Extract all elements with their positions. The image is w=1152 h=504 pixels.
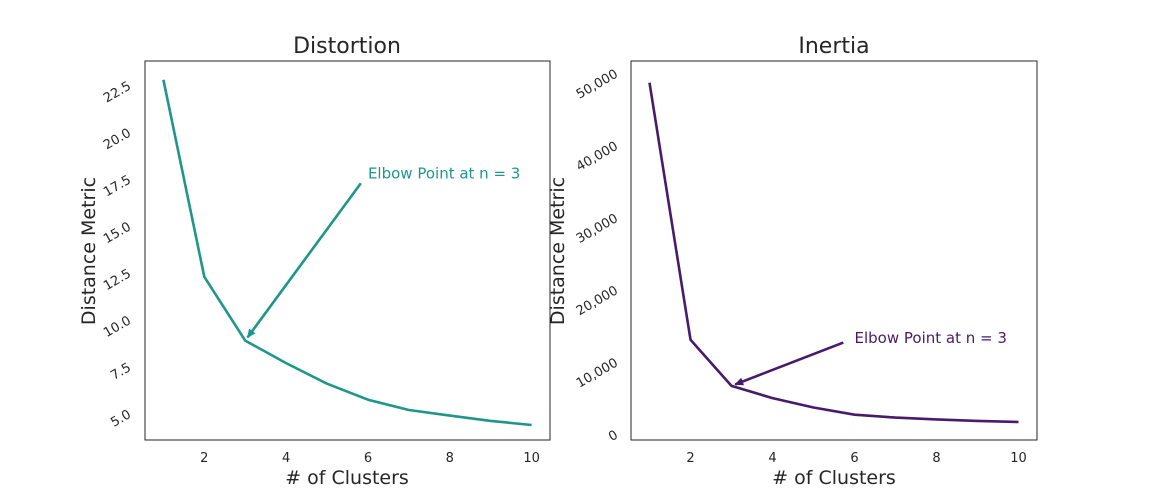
y-tick-label: 10.0 bbox=[101, 313, 134, 340]
x-tick-label: 4 bbox=[768, 451, 776, 466]
annotation-text: Elbow Point at n = 3 bbox=[855, 329, 1007, 347]
tick-labels: 2 4 6 8 10 5.0 7.5 10.0 12.5 15.0 17.5 20.0 22.5 bbox=[101, 79, 540, 466]
y-tick-label: 30,000 bbox=[574, 211, 621, 247]
distortion-panel: Distortion 2 4 6 8 105.07.510.012.515.017.52… bbox=[78, 34, 551, 489]
y-axis-label: Distance Metric bbox=[547, 177, 569, 325]
y-tick-label: 50,000 bbox=[574, 67, 621, 103]
inertia-panel: Inertia 2 4 6 8 10 0 10,000 20,000 30,000 40,000 5… bbox=[547, 34, 1038, 489]
annotation-text: Elbow Point at n = 3 bbox=[368, 165, 520, 183]
y-tick-label: 5.0 bbox=[108, 407, 133, 430]
x-axis-label: # of Clusters bbox=[772, 467, 896, 489]
annotation-arrow bbox=[246, 182, 362, 339]
x-tick-label: 10 bbox=[523, 451, 540, 466]
x-tick-label: 6 bbox=[364, 451, 372, 466]
y-tick-label: 17.5 bbox=[101, 173, 134, 200]
x-tick-label: 4 bbox=[282, 451, 290, 466]
y-tick-label: 15.0 bbox=[101, 220, 134, 247]
y-tick-label: 12.5 bbox=[101, 267, 134, 294]
series-line bbox=[648, 82, 1019, 424]
y-tick-label: 0 bbox=[606, 428, 621, 445]
y-tick-label: 20.0 bbox=[101, 126, 134, 153]
x-tick-label: 6 bbox=[850, 451, 858, 466]
chart-title: Inertia bbox=[798, 34, 869, 59]
series-line bbox=[162, 79, 532, 427]
x-tick-label: 8 bbox=[446, 451, 454, 466]
y-tick-label: 20,000 bbox=[574, 283, 621, 319]
x-tick-label: 2 bbox=[686, 451, 694, 466]
y-tick-label: 40,000 bbox=[574, 139, 621, 175]
y-axis-label: Distance Metric bbox=[78, 177, 100, 325]
x-tick-label: 8 bbox=[932, 451, 940, 466]
y-tick-label: 10,000 bbox=[574, 356, 621, 392]
x-tick-label: 10 bbox=[1010, 451, 1027, 466]
plot-frame bbox=[630, 60, 1038, 441]
annotation-arrow bbox=[734, 341, 844, 386]
y-tick-label: 22.5 bbox=[101, 79, 134, 106]
x-tick-label: 2 bbox=[200, 451, 208, 466]
y-tick-label: 7.5 bbox=[108, 360, 133, 383]
x-axis-label: # of Clusters bbox=[285, 467, 409, 489]
plot-frame bbox=[144, 60, 551, 441]
chart-title: Distortion bbox=[293, 34, 401, 59]
tick-labels: 2 4 6 8 10 0 10,000 20,000 30,000 40,000 50,000 bbox=[574, 67, 1027, 466]
